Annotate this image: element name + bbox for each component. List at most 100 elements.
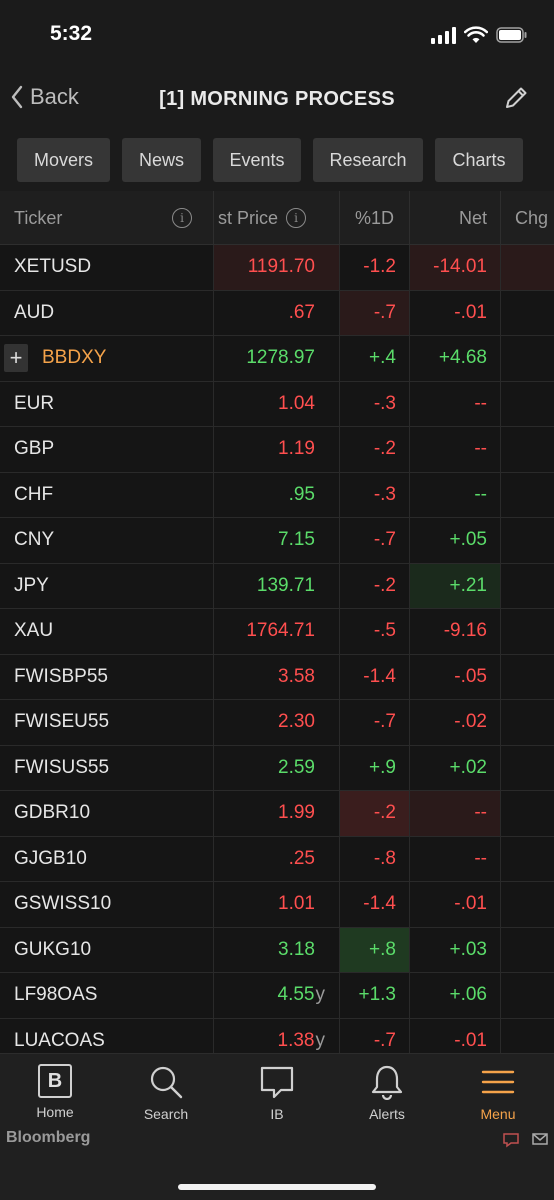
status-time: 5:32 <box>50 22 93 45</box>
price-cell: 1.19 <box>213 427 339 472</box>
tab-movers[interactable]: Movers <box>17 138 110 182</box>
net-change-cell: +4.68 <box>409 336 500 381</box>
info-icon[interactable]: i <box>286 208 307 228</box>
header-net[interactable]: Net <box>409 191 500 245</box>
pct-change-cell: +.8 <box>339 927 409 972</box>
table-row[interactable]: + BBDXY 1278.97 +.4 +4.68 <box>0 336 554 382</box>
net-change-cell: -- <box>409 472 500 517</box>
pct-change-cell: -1.4 <box>339 882 409 927</box>
table-row[interactable]: CNY 7.15 -.7 +.05 <box>0 518 554 564</box>
pct-change-cell: +.4 <box>339 336 409 381</box>
net-change-cell: +.02 <box>409 745 500 790</box>
price-suffix: y <box>315 1029 326 1051</box>
status-bar: 5:32 <box>0 0 554 72</box>
tab-menu[interactable]: Menu <box>458 1064 538 1122</box>
back-label: Back <box>30 84 79 109</box>
net-change-cell: +.03 <box>409 927 500 972</box>
price-cell: 1.38 y <box>213 1018 339 1053</box>
chg-cell <box>500 700 554 745</box>
chg-cell <box>500 882 554 927</box>
bloomberg-logo: Bloomberg <box>6 1129 91 1146</box>
chg-cell <box>500 290 554 335</box>
table-row[interactable]: XETUSD 1191.70 -1.2 -14.01 <box>0 245 554 291</box>
table-row[interactable]: LUACOAS 1.38 y -.7 -.01 <box>0 1018 554 1053</box>
tab-ib-label: IB <box>270 1106 284 1122</box>
tab-search[interactable]: Search <box>126 1064 206 1122</box>
envelope-icon[interactable] <box>532 1132 548 1146</box>
table-row[interactable]: GDBR10 1.99 -.2 -- <box>0 791 554 837</box>
pct-change-cell: -.7 <box>339 518 409 563</box>
table-row[interactable]: XAU 1764.71 -.5 -9.16 <box>0 609 554 655</box>
message-alert-icon[interactable] <box>503 1132 521 1148</box>
net-change-cell: -- <box>409 427 500 472</box>
table-row[interactable]: GBP 1.19 -.2 -- <box>0 427 554 473</box>
ticker-cell: LUACOAS <box>14 1029 105 1051</box>
tab-events[interactable]: Events <box>213 138 301 182</box>
table-row[interactable]: FWISBP55 3.58 -1.4 -.05 <box>0 654 554 700</box>
hamburger-menu-icon <box>481 1070 515 1094</box>
page-title: [1] MORNING PROCESS <box>159 88 395 110</box>
price-cell: 3.58 <box>213 654 339 699</box>
chg-cell <box>500 791 554 836</box>
net-change-cell: -14.01 <box>409 245 500 290</box>
table-row[interactable]: LF98OAS 4.55 y +1.3 +.06 <box>0 973 554 1019</box>
ticker-cell: GBP <box>14 438 55 460</box>
table-row[interactable]: JPY 139.71 -.2 +.21 <box>0 563 554 609</box>
header-chg[interactable]: Chg <box>500 191 554 245</box>
pct-change-cell: -.2 <box>339 427 409 472</box>
section-tabs: Movers News Events Research Charts <box>0 138 554 182</box>
table-row[interactable]: GSWISS10 1.01 -1.4 -.01 <box>0 882 554 928</box>
table-row[interactable]: EUR 1.04 -.3 -- <box>0 381 554 427</box>
net-change-cell: -.02 <box>409 700 500 745</box>
tab-charts[interactable]: Charts <box>435 138 523 182</box>
ticker-cell: GUKG10 <box>14 938 92 960</box>
chg-cell <box>500 472 554 517</box>
table-row[interactable]: FWISEU55 2.30 -.7 -.02 <box>0 700 554 746</box>
pct-change-cell: -.3 <box>339 381 409 426</box>
price-cell: 3.18 <box>213 927 339 972</box>
back-button[interactable]: Back <box>10 84 79 110</box>
header-price-label: st Price <box>218 207 279 228</box>
edit-button[interactable] <box>502 84 530 117</box>
ticker-cell: GSWISS10 <box>14 893 112 915</box>
chg-cell <box>500 427 554 472</box>
bloomberg-b-icon: B <box>38 1064 72 1098</box>
chg-cell <box>500 745 554 790</box>
header-pct-1d[interactable]: %1D <box>339 191 409 245</box>
table-row[interactable]: AUD .67 -.7 -.01 <box>0 290 554 336</box>
header-ticker[interactable]: Ticker i <box>14 191 194 245</box>
expand-plus-button[interactable]: + <box>4 344 28 372</box>
table-header: Ticker i st Price i %1D Net Chg <box>0 191 554 245</box>
ticker-cell: GJGB10 <box>14 847 87 869</box>
tab-alerts[interactable]: Alerts <box>347 1064 427 1122</box>
net-change-cell: +.05 <box>409 518 500 563</box>
tab-home[interactable]: B Home <box>15 1064 95 1120</box>
ticker-cell: EUR <box>14 392 55 414</box>
table-row[interactable]: GJGB10 .25 -.8 -- <box>0 836 554 882</box>
tab-menu-label: Menu <box>480 1106 516 1122</box>
price-cell: 1764.71 <box>213 609 339 654</box>
pct-change-cell: -.5 <box>339 609 409 654</box>
table-row[interactable]: FWISUS55 2.59 +.9 +.02 <box>0 745 554 791</box>
info-icon[interactable]: i <box>172 208 192 228</box>
ticker-cell: XAU <box>14 620 54 642</box>
net-change-cell: -.01 <box>409 882 500 927</box>
tab-home-label: Home <box>36 1104 74 1120</box>
header-price[interactable]: st Price i <box>213 191 339 245</box>
tab-news[interactable]: News <box>122 138 201 182</box>
tab-research[interactable]: Research <box>313 138 423 182</box>
pct-change-cell: -.7 <box>339 700 409 745</box>
net-change-cell: -.01 <box>409 290 500 335</box>
chg-cell <box>500 381 554 426</box>
chg-cell <box>500 518 554 563</box>
pct-change-cell: -.8 <box>339 836 409 881</box>
table-row[interactable]: CHF .95 -.3 -- <box>0 472 554 518</box>
home-indicator[interactable] <box>178 1184 376 1190</box>
pct-change-cell: +.9 <box>339 745 409 790</box>
table-row[interactable]: GUKG10 3.18 +.8 +.03 <box>0 927 554 973</box>
search-icon <box>150 1066 183 1099</box>
pct-change-cell: -.7 <box>339 1018 409 1053</box>
price-cell: 1.01 <box>213 882 339 927</box>
price-value: 4.55 <box>277 984 315 1006</box>
tab-ib[interactable]: IB <box>237 1064 317 1122</box>
